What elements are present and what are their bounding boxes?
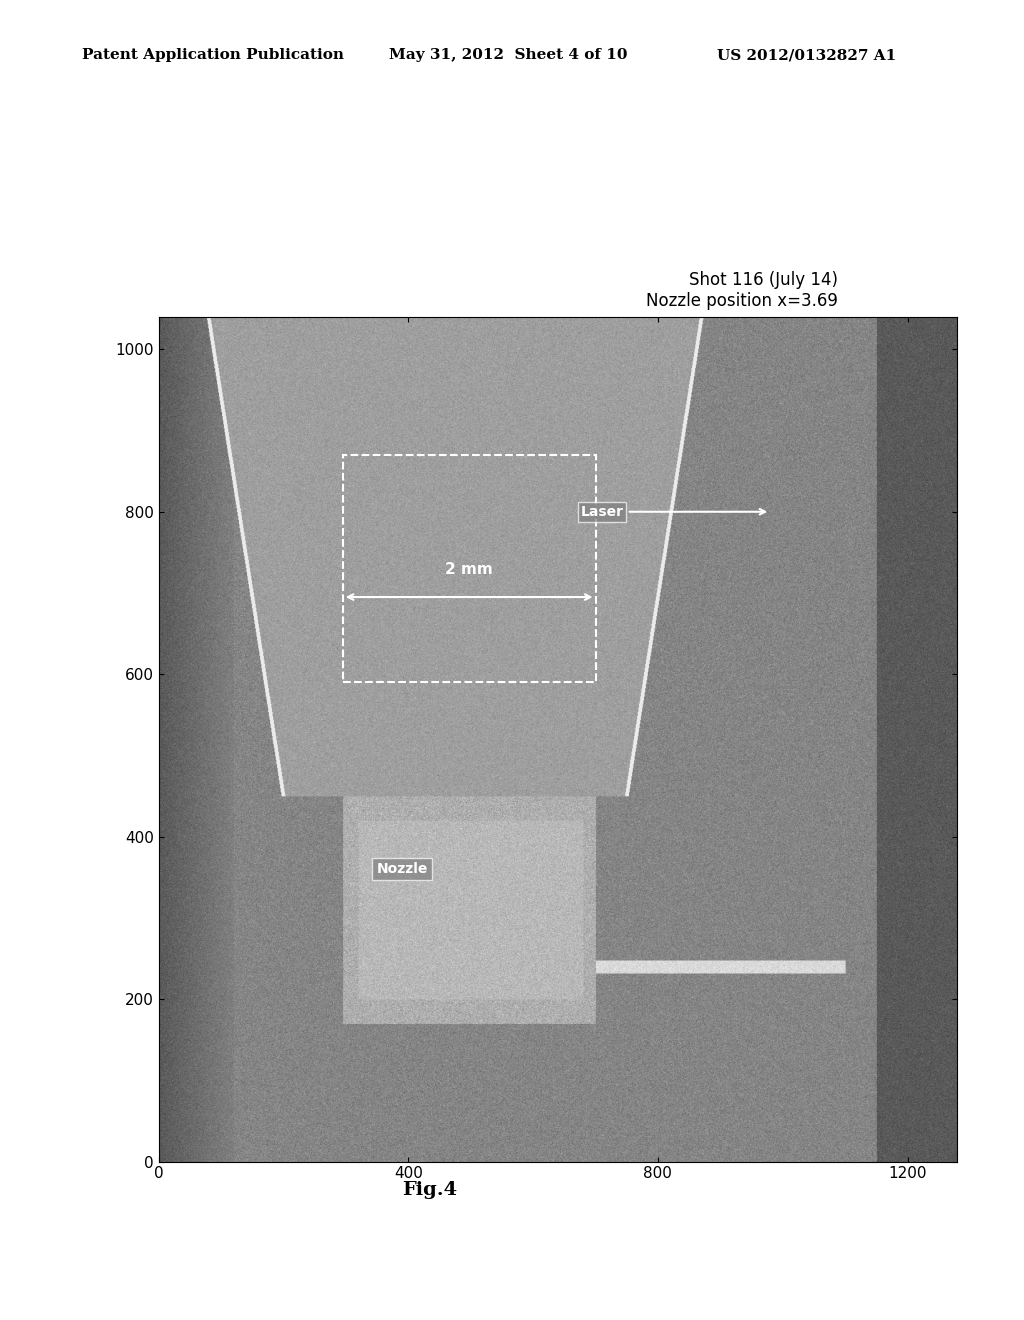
Text: Patent Application Publication: Patent Application Publication <box>82 49 344 62</box>
Text: Shot 116 (July 14)
Nozzle position x=3.69: Shot 116 (July 14) Nozzle position x=3.6… <box>646 271 838 310</box>
Text: Nozzle: Nozzle <box>377 862 428 876</box>
Text: May 31, 2012  Sheet 4 of 10: May 31, 2012 Sheet 4 of 10 <box>389 49 628 62</box>
Text: US 2012/0132827 A1: US 2012/0132827 A1 <box>717 49 896 62</box>
Bar <box>343 455 596 682</box>
Text: Laser: Laser <box>581 504 624 519</box>
Text: Fig.4: Fig.4 <box>402 1180 458 1199</box>
Text: 2 mm: 2 mm <box>445 562 493 577</box>
